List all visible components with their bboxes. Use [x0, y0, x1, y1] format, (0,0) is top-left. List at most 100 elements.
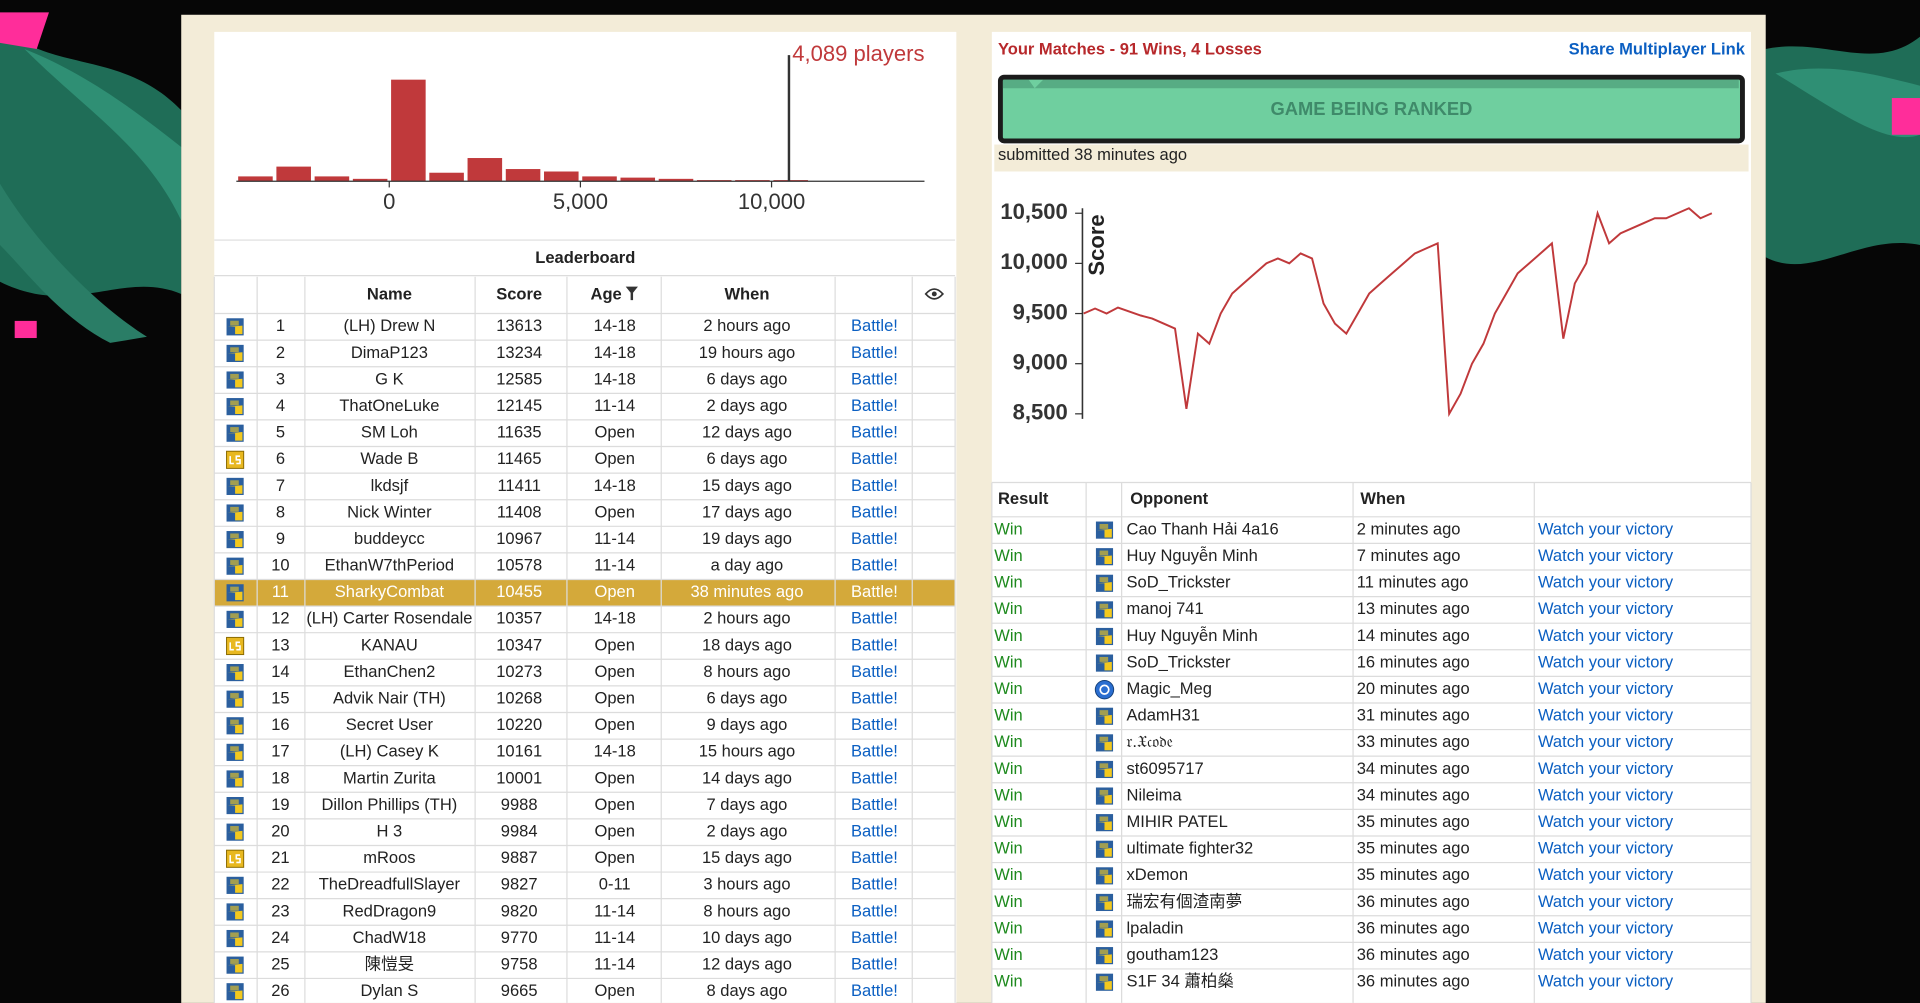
watch-link[interactable]: Watch your victory	[1538, 599, 1674, 618]
rank: 9	[276, 529, 285, 548]
rank: 5	[276, 423, 285, 442]
watch-link[interactable]: Watch your victory	[1538, 626, 1674, 645]
language-icon-mark	[230, 719, 239, 725]
watch-link[interactable]: Watch your victory	[1538, 918, 1674, 937]
watch-link[interactable]: Watch your victory	[1538, 759, 1674, 778]
player-name: ChadW18	[353, 928, 426, 947]
language-icon-mark	[1099, 869, 1109, 875]
score: 9827	[501, 875, 538, 894]
battle-link[interactable]: Battle!	[851, 689, 898, 708]
language-icon-mark	[230, 506, 239, 512]
players-count: 4,089 players	[792, 41, 924, 66]
battle-link[interactable]: Battle!	[851, 901, 898, 920]
battle-link[interactable]: Battle!	[851, 529, 898, 548]
rank: 17	[271, 742, 289, 761]
when: 34 minutes ago	[1357, 785, 1470, 804]
battle-link[interactable]: Battle!	[851, 502, 898, 521]
when: 15 days ago	[702, 848, 792, 867]
battle-link[interactable]: Battle!	[851, 662, 898, 681]
age: 11-14	[594, 955, 635, 974]
watch-link[interactable]: Watch your victory	[1538, 679, 1674, 698]
battle-link[interactable]: Battle!	[851, 369, 898, 388]
age: Open	[594, 715, 634, 734]
battle-link[interactable]: Battle!	[851, 822, 898, 841]
battle-link[interactable]: Battle!	[851, 715, 898, 734]
age: Open	[594, 502, 634, 521]
watch-link[interactable]: Watch your victory	[1538, 573, 1674, 592]
watch-link[interactable]: Watch your victory	[1538, 865, 1674, 884]
language-icon-mark	[229, 641, 241, 651]
player-name: TheDreadfullSlayer	[319, 875, 461, 894]
rank: 13	[271, 635, 289, 654]
opponent: S1F 34 蕭柏燊	[1127, 972, 1234, 991]
age: 14-18	[594, 369, 636, 388]
watch-link[interactable]: Watch your victory	[1538, 652, 1674, 671]
watch-link[interactable]: Watch your victory	[1538, 546, 1674, 565]
when: 2 days ago	[707, 822, 788, 841]
result: Win	[994, 839, 1022, 858]
battle-link[interactable]: Battle!	[851, 848, 898, 867]
watch-link[interactable]: Watch your victory	[1538, 785, 1674, 804]
histogram-bar	[391, 79, 426, 182]
language-icon-mark	[230, 347, 239, 353]
player-name: buddeycc	[354, 529, 425, 548]
watch-link[interactable]: Watch your victory	[1538, 945, 1674, 964]
battle-link[interactable]: Battle!	[851, 875, 898, 894]
watch-link[interactable]: Watch your victory	[1538, 892, 1674, 911]
age: 14-18	[594, 742, 636, 761]
battle-link[interactable]: Battle!	[851, 476, 898, 495]
language-icon-mark	[230, 905, 239, 911]
watch-link[interactable]: Watch your victory	[1538, 812, 1674, 831]
age: Open	[594, 795, 634, 814]
player-name: Martin Zurita	[343, 768, 437, 787]
player-name: Nick Winter	[347, 502, 432, 521]
leaderboard-title: Leaderboard	[535, 248, 635, 267]
rank: 6	[276, 449, 285, 468]
when: 2 minutes ago	[1357, 519, 1461, 538]
language-icon-mark	[1099, 789, 1109, 795]
language-icon-mark	[230, 427, 239, 432]
language-icon-mark	[227, 830, 243, 840]
battle-link[interactable]: Battle!	[851, 423, 898, 442]
left-decoration	[0, 12, 182, 343]
battle-link[interactable]: Battle!	[851, 316, 898, 335]
battle-link[interactable]: Battle!	[851, 582, 898, 601]
share-link[interactable]: Share Multiplayer Link	[1569, 40, 1746, 59]
when: 31 minutes ago	[1357, 706, 1470, 725]
battle-link[interactable]: Battle!	[851, 449, 898, 468]
watch-link[interactable]: Watch your victory	[1538, 839, 1674, 858]
language-icon-mark	[227, 990, 243, 1000]
battle-link[interactable]: Battle!	[851, 556, 898, 575]
language-icon-mark	[227, 431, 243, 441]
language-icon-mark	[1099, 710, 1109, 716]
opponent: manoj 741	[1127, 599, 1204, 618]
y-tick-label: 10,500	[1000, 199, 1067, 224]
language-icon-mark	[227, 671, 243, 680]
battle-link[interactable]: Battle!	[851, 795, 898, 814]
age: 11-14	[594, 529, 635, 548]
player-name: KANAU	[361, 635, 418, 654]
watch-link[interactable]: Watch your victory	[1538, 706, 1674, 725]
battle-link[interactable]: Battle!	[851, 955, 898, 974]
battle-link[interactable]: Battle!	[851, 742, 898, 761]
opponent: 瑞宏有個渣南夢	[1127, 892, 1243, 911]
battle-link[interactable]: Battle!	[851, 635, 898, 654]
column-header: Name	[367, 285, 412, 304]
battle-link[interactable]: Battle!	[851, 343, 898, 362]
rank: 8	[276, 502, 285, 521]
language-icon-mark	[227, 405, 243, 414]
age: 14-18	[594, 609, 636, 628]
watch-link[interactable]: Watch your victory	[1538, 972, 1674, 991]
battle-link[interactable]: Battle!	[851, 609, 898, 628]
battle-link[interactable]: Battle!	[851, 396, 898, 415]
when: 6 days ago	[707, 449, 788, 468]
age: Open	[594, 449, 634, 468]
language-icon-mark	[227, 618, 243, 627]
watch-link[interactable]: Watch your victory	[1538, 732, 1674, 751]
watch-link[interactable]: Watch your victory	[1538, 519, 1674, 538]
score: 10455	[496, 582, 542, 601]
battle-link[interactable]: Battle!	[851, 928, 898, 947]
language-icon-mark	[1099, 843, 1109, 849]
battle-link[interactable]: Battle!	[851, 768, 898, 787]
battle-link[interactable]: Battle!	[851, 981, 898, 1000]
